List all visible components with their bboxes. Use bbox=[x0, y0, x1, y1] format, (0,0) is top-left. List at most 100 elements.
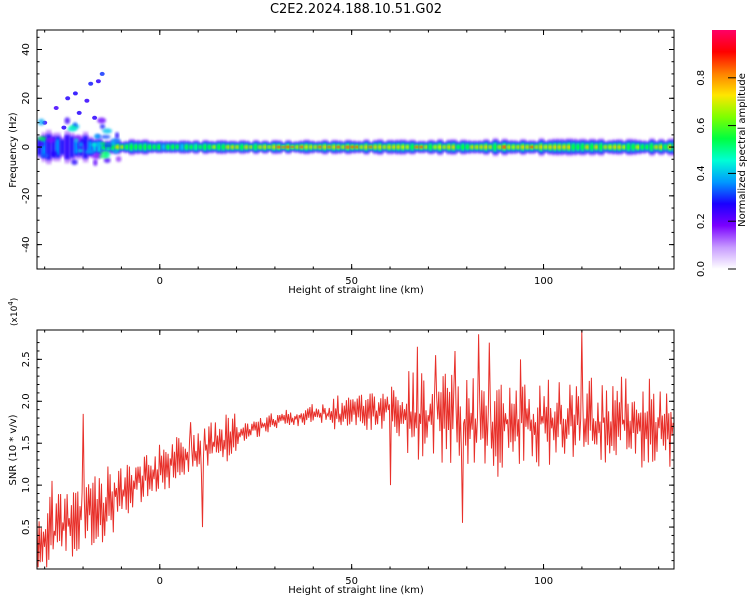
heatmap-cell bbox=[350, 146, 356, 148]
heatmap-cell bbox=[525, 145, 531, 149]
y-tick-label: 1.0 bbox=[21, 477, 32, 493]
heatmap-cell bbox=[50, 136, 56, 158]
heatmap-cell bbox=[96, 141, 103, 153]
heatmap-scatter-point bbox=[46, 137, 56, 143]
heatmap-cell bbox=[387, 145, 393, 149]
heatmap-scatter-point bbox=[88, 81, 94, 86]
heatmap-cell bbox=[138, 144, 144, 150]
heatmap-cell bbox=[580, 144, 586, 151]
heatmap-cell bbox=[119, 146, 126, 149]
heatmap-cell bbox=[663, 144, 669, 150]
heatmap-cell bbox=[129, 144, 135, 150]
heatmap-cell bbox=[603, 145, 609, 149]
heatmap-scatter-point bbox=[37, 136, 47, 141]
heatmap-cell bbox=[368, 146, 374, 148]
heatmap-cell bbox=[198, 145, 204, 149]
heatmap-scatter-point bbox=[50, 151, 58, 157]
heatmap-cell bbox=[60, 139, 66, 155]
heatmap-cell bbox=[552, 145, 558, 149]
heatmap-cell bbox=[244, 145, 250, 149]
heatmap-cell bbox=[506, 145, 512, 149]
heatmap-scatter-point bbox=[100, 142, 106, 146]
heatmap-cell bbox=[313, 145, 319, 149]
heatmap-cell bbox=[479, 145, 485, 149]
spectrogram-xlabel: Height of straight line (km) bbox=[288, 285, 424, 296]
heatmap-cell bbox=[184, 144, 190, 150]
snr-series-line bbox=[37, 330, 674, 568]
heatmap-scatter-point bbox=[100, 134, 111, 139]
heatmap-scatter-point bbox=[100, 151, 109, 155]
heatmap-cell bbox=[363, 145, 370, 149]
heatmap-cell bbox=[423, 145, 429, 149]
heatmap-cell bbox=[419, 146, 425, 148]
heatmap-cell bbox=[451, 145, 457, 149]
heatmap-cell bbox=[156, 144, 162, 150]
heatmap-cell bbox=[258, 146, 264, 149]
colorbar-tick-label: 0.6 bbox=[696, 118, 707, 134]
heatmap-cell bbox=[515, 145, 522, 149]
heatmap-cell bbox=[598, 144, 604, 151]
heatmap-cell bbox=[469, 145, 476, 149]
heatmap-scatter-point bbox=[74, 138, 79, 143]
spectrogram-heatmap bbox=[37, 71, 674, 167]
heatmap-cell bbox=[189, 145, 195, 150]
heatmap-scatter-point bbox=[99, 71, 105, 76]
heatmap-scatter-point bbox=[115, 132, 120, 139]
y-tick-label: 1.5 bbox=[21, 435, 32, 451]
heatmap-cell bbox=[644, 144, 650, 150]
heatmap-cell bbox=[142, 144, 149, 150]
heatmap-cell bbox=[262, 145, 268, 149]
heatmap-cell bbox=[483, 145, 489, 149]
y-tick-label: 0.5 bbox=[21, 519, 32, 535]
heatmap-cell bbox=[474, 145, 480, 149]
heatmap-scatter-point bbox=[103, 144, 113, 148]
heatmap-scatter-point bbox=[64, 117, 71, 125]
heatmap-cell bbox=[497, 145, 503, 149]
heatmap-cell bbox=[304, 145, 310, 149]
spectrogram-frame bbox=[36, 29, 675, 270]
heatmap-cell bbox=[373, 145, 379, 149]
heatmap-scatter-point bbox=[61, 125, 67, 130]
heatmap-cell bbox=[566, 145, 572, 149]
spectrogram-ylabel: Frequency (Hz) bbox=[8, 112, 19, 188]
heatmap-cell bbox=[575, 144, 581, 150]
heatmap-scatter-point bbox=[102, 128, 113, 134]
heatmap-scatter-point bbox=[78, 141, 84, 148]
heatmap-cell bbox=[147, 144, 153, 150]
heatmap-cell bbox=[433, 145, 439, 149]
heatmap-scatter-point bbox=[38, 141, 45, 147]
heatmap-cell bbox=[281, 146, 287, 148]
snr-xlabel: Height of straight line (km) bbox=[288, 585, 424, 596]
heatmap-cell bbox=[308, 145, 314, 149]
heatmap-scatter-point bbox=[53, 106, 59, 110]
heatmap-cell bbox=[317, 146, 324, 148]
heatmap-cell bbox=[179, 143, 185, 151]
heatmap-cell bbox=[414, 146, 420, 148]
heatmap-cell bbox=[336, 146, 342, 148]
chart-title: C2E2.2024.188.10.51.G02 bbox=[269, 2, 443, 17]
heatmap-cell bbox=[202, 144, 208, 150]
snr-ylabel: SNR (10 * v/v) bbox=[8, 414, 19, 485]
heatmap-cell bbox=[571, 144, 577, 151]
heatmap-cell bbox=[437, 145, 443, 149]
y-tick-label: -20 bbox=[21, 188, 32, 204]
heatmap-cell bbox=[345, 146, 351, 148]
heatmap-cell bbox=[216, 144, 222, 150]
colorbar-ticks: 0.0 0.2 0.4 0.6 0.8 bbox=[696, 70, 736, 277]
heatmap-cell bbox=[235, 145, 241, 149]
heatmap-scatter-point bbox=[65, 96, 71, 101]
colorbar-tick-label: 0.8 bbox=[696, 70, 707, 86]
heatmap-cell bbox=[354, 146, 360, 148]
y-tick-label: -40 bbox=[21, 236, 32, 252]
heatmap-cell bbox=[635, 145, 641, 149]
heatmap-cell bbox=[207, 144, 213, 150]
heatmap-scatter-point bbox=[72, 91, 78, 96]
heatmap-cell bbox=[640, 144, 646, 150]
heatmap-cell bbox=[617, 145, 623, 149]
heatmap-cell bbox=[548, 145, 554, 149]
heatmap-cell bbox=[276, 146, 282, 148]
snr-panel: 0 50 100 0.5 1.0 1.5 2.0 2.5 Height of straight… bbox=[7, 298, 675, 596]
heatmap-cell bbox=[396, 145, 402, 149]
heatmap-scatter-point bbox=[90, 143, 98, 147]
